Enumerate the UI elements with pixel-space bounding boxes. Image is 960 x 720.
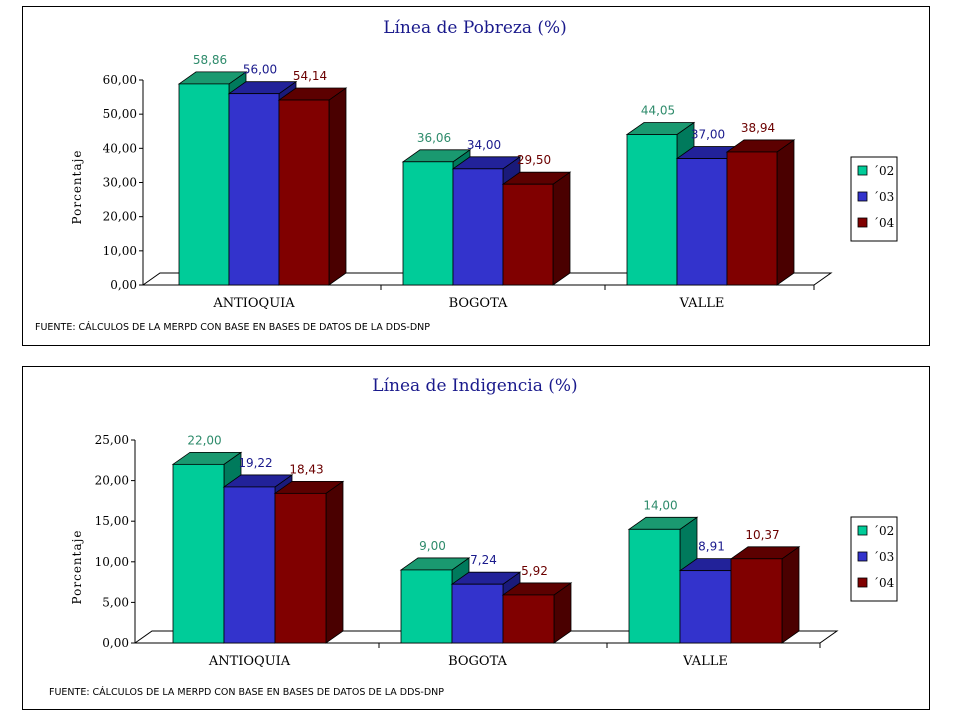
bar: [172, 463, 225, 644]
bar: [502, 183, 554, 286]
chart-title: Línea de Indigencia (%): [372, 376, 577, 396]
x-tick-label: ANTIOQUIA: [212, 296, 295, 311]
data-label: 37,00: [691, 128, 725, 142]
y-tick-label: 5,00: [102, 595, 129, 609]
y-tick-label: 50,00: [103, 107, 137, 121]
y-tick-label: 20,00: [103, 210, 137, 224]
bar-side: [325, 480, 344, 644]
y-tick-label: 20,00: [95, 474, 129, 488]
x-tick-label: ANTIOQUIA: [208, 654, 291, 669]
x-tick-label: VALLE: [682, 654, 728, 669]
data-label: 36,06: [417, 131, 451, 145]
chart-indigencia: Línea de Indigencia (%) Porcentaje FUENT…: [49, 376, 898, 698]
source-note: FUENTE: CÁLCULOS DE LA MERPD CON BASE EN…: [35, 321, 430, 333]
legend-label: ´03: [873, 190, 894, 204]
chart-panel-pobreza: Línea de Pobreza (%) Porcentaje FUENTE: …: [22, 6, 930, 346]
data-label: 22,00: [187, 433, 221, 447]
chart-panel-indigencia: Línea de Indigencia (%) Porcentaje FUENT…: [22, 366, 930, 710]
bar: [676, 158, 728, 286]
data-label: 18,43: [289, 462, 323, 476]
y-tick-label: 25,00: [95, 433, 129, 447]
data-label: 10,37: [745, 528, 779, 542]
bar: [402, 161, 454, 286]
y-axis-label: Porcentaje: [70, 530, 84, 605]
bar: [730, 558, 783, 644]
x-tick-label: BOGOTA: [448, 654, 507, 669]
data-label: 8,91: [698, 540, 725, 554]
bar: [278, 99, 330, 286]
legend-swatch: [857, 191, 868, 202]
bar: [626, 134, 678, 286]
data-label: 54,14: [293, 69, 327, 83]
bar: [400, 569, 453, 644]
bar-side: [781, 546, 800, 644]
bar-side: [552, 171, 571, 286]
bar: [274, 492, 327, 644]
legend-label: ´02: [873, 524, 894, 538]
y-tick-label: 30,00: [103, 176, 137, 190]
legend-swatch: [857, 551, 868, 562]
data-label: 5,92: [521, 564, 548, 578]
bar: [502, 594, 555, 644]
data-label: 34,00: [467, 138, 501, 152]
source-note: FUENTE: CÁLCULOS DE LA MERPD CON BASE EN…: [49, 686, 444, 698]
legend-swatch: [857, 217, 868, 228]
y-tick-label: 10,00: [95, 555, 129, 569]
y-tick-label: 10,00: [103, 244, 137, 258]
data-label: 58,86: [193, 53, 227, 67]
bar-side: [776, 139, 795, 286]
data-label: 7,24: [470, 553, 497, 567]
legend-swatch: [857, 165, 868, 176]
bar-side: [328, 87, 347, 286]
data-label: 19,22: [238, 456, 272, 470]
chart-pobreza: Línea de Pobreza (%) Porcentaje FUENTE: …: [35, 18, 898, 333]
y-tick-label: 15,00: [95, 514, 129, 528]
legend-swatch: [857, 525, 868, 536]
bar: [223, 486, 276, 644]
data-label: 29,50: [517, 153, 551, 167]
data-label: 44,05: [641, 103, 675, 117]
bar: [178, 83, 230, 286]
x-tick-label: VALLE: [679, 296, 725, 311]
bar: [228, 93, 280, 286]
y-tick-label: 0,00: [110, 278, 137, 292]
data-label: 56,00: [243, 63, 277, 77]
bar: [679, 570, 732, 644]
data-label: 14,00: [643, 498, 677, 512]
y-tick-label: 0,00: [102, 636, 129, 650]
legend-label: ´04: [873, 216, 895, 230]
bar: [452, 168, 504, 286]
y-tick-label: 40,00: [103, 141, 137, 155]
bar: [451, 583, 504, 644]
bar: [628, 528, 681, 644]
legend-swatch: [857, 577, 868, 588]
bar: [726, 151, 778, 286]
data-label: 9,00: [419, 539, 446, 553]
y-tick-label: 60,00: [103, 73, 137, 87]
y-axis-label: Porcentaje: [70, 150, 84, 225]
legend-label: ´02: [873, 164, 894, 178]
legend-label: ´03: [873, 550, 894, 564]
chart-title: Línea de Pobreza (%): [383, 18, 567, 38]
legend-label: ´04: [873, 576, 895, 590]
x-tick-label: BOGOTA: [449, 296, 508, 311]
data-label: 38,94: [741, 121, 775, 135]
